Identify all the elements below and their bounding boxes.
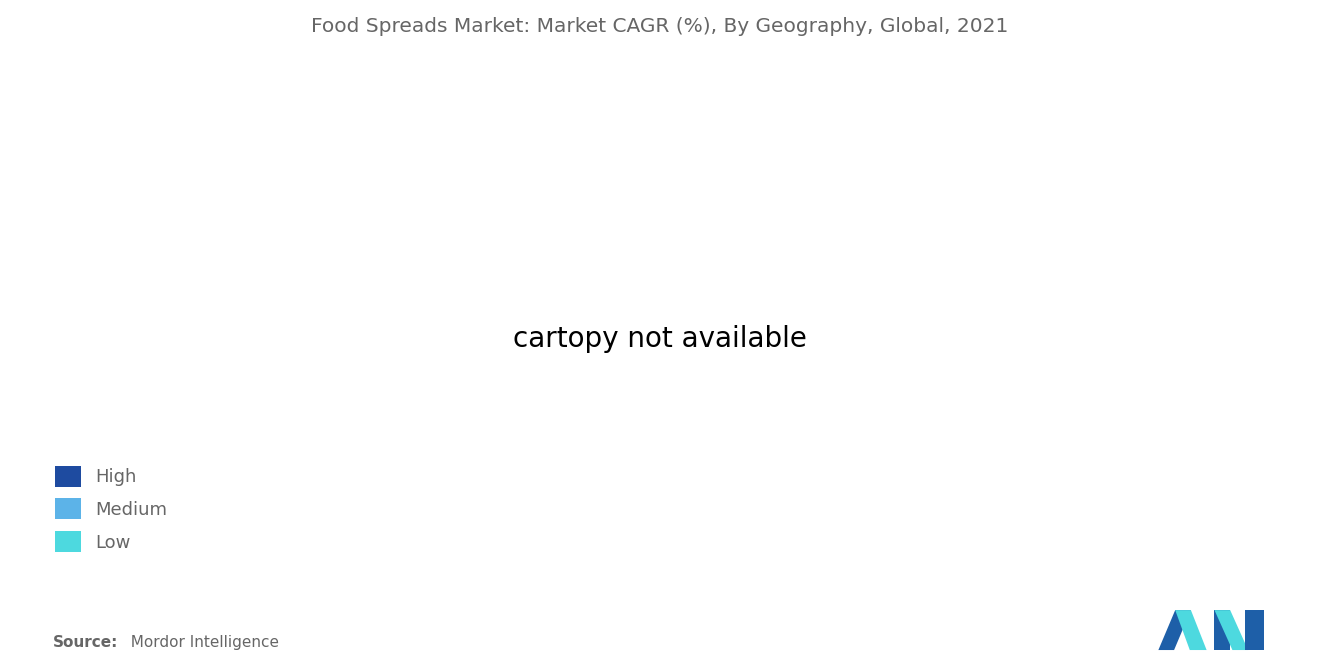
Polygon shape (1214, 610, 1249, 650)
Polygon shape (1159, 610, 1191, 650)
Polygon shape (1245, 610, 1263, 650)
Text: cartopy not available: cartopy not available (513, 325, 807, 353)
Text: Mordor Intelligence: Mordor Intelligence (121, 635, 280, 650)
Polygon shape (1214, 610, 1230, 650)
Legend: High, Medium, Low: High, Medium, Low (48, 459, 174, 559)
Text: Source:: Source: (53, 635, 119, 650)
Text: Food Spreads Market: Market CAGR (%), By Geography, Global, 2021: Food Spreads Market: Market CAGR (%), By… (312, 17, 1008, 36)
Polygon shape (1175, 610, 1206, 650)
